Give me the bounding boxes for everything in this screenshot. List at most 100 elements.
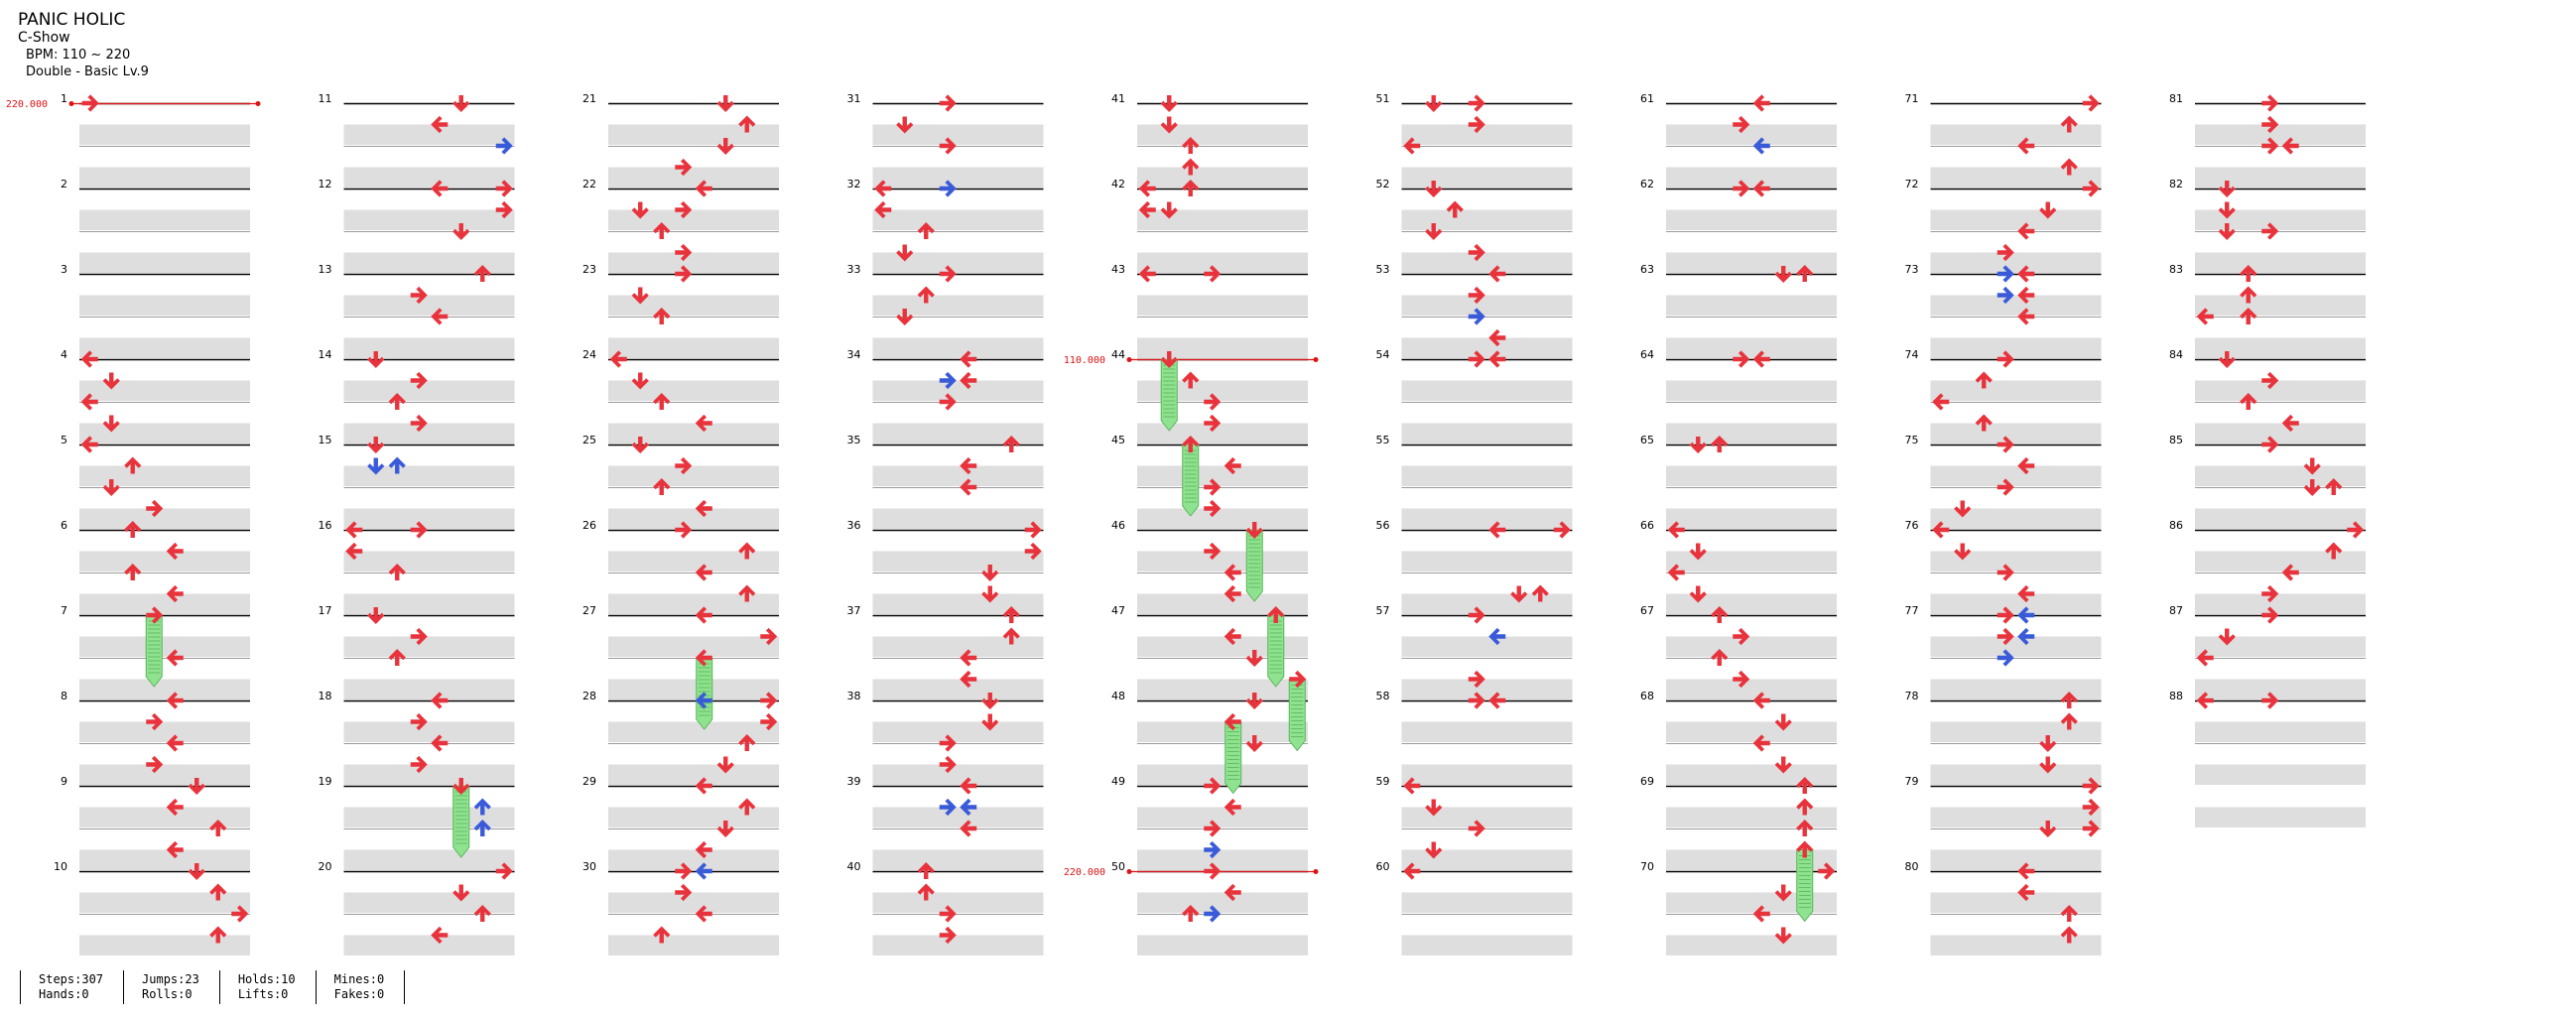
beat-stripe xyxy=(1666,252,1837,273)
measure-number: 27 xyxy=(582,604,596,617)
arrow-right-icon xyxy=(410,755,428,774)
measure-number: 74 xyxy=(1905,348,1919,361)
beat-stripe xyxy=(79,209,250,230)
arrow-down-icon xyxy=(631,287,649,305)
beat-stripe xyxy=(872,465,1044,486)
arrow-right-icon xyxy=(760,712,778,731)
measure-number: 71 xyxy=(1905,92,1919,105)
arrow-right-icon xyxy=(2261,94,2279,112)
beat-stripe xyxy=(1401,380,1573,401)
arrow-left-icon xyxy=(1488,627,1506,646)
beat-stripe xyxy=(1401,721,1573,742)
arrow-down-icon xyxy=(452,223,470,240)
beat-stripe xyxy=(608,935,779,955)
beat-stripe xyxy=(608,892,779,913)
arrow-down-icon xyxy=(2303,479,2321,496)
beat-stripe xyxy=(1666,423,1837,444)
arrow-left-icon xyxy=(2196,649,2214,667)
arrow-left-icon xyxy=(1138,265,1156,283)
beat-stripe xyxy=(608,167,779,188)
arrow-down-icon xyxy=(896,244,914,262)
arrow-right-icon xyxy=(1468,243,1485,262)
beat-stripe xyxy=(608,124,779,145)
bpm-change-dot xyxy=(1126,357,1132,362)
arrow-left-icon xyxy=(1224,798,1241,817)
beat-stripe xyxy=(79,380,250,401)
beat-stripe xyxy=(79,252,250,273)
arrow-left-icon xyxy=(2017,456,2035,475)
arrow-up-icon xyxy=(473,265,491,282)
arrow-left-icon xyxy=(431,308,449,325)
arrow-right-icon xyxy=(1204,265,1222,283)
arrow-right-icon xyxy=(1204,499,1222,518)
beat-stripe xyxy=(343,508,515,529)
arrow-left-icon xyxy=(1224,883,1241,902)
arrow-right-icon xyxy=(2261,222,2279,240)
measure-number: 61 xyxy=(1640,92,1654,105)
beat-stripe xyxy=(1930,380,2102,401)
arrow-up-icon xyxy=(473,798,491,816)
arrow-left-icon xyxy=(609,350,627,368)
arrow-down-icon xyxy=(716,138,734,155)
beat-stripe xyxy=(1666,337,1837,358)
measure-number: 72 xyxy=(1905,178,1919,190)
measure-number: 59 xyxy=(1376,775,1390,788)
arrow-left-icon xyxy=(1224,456,1241,475)
arrow-down-icon xyxy=(1954,500,1972,518)
beat-stripe xyxy=(1401,679,1573,699)
arrow-right-icon xyxy=(939,265,957,283)
arrow-left-icon xyxy=(2017,883,2035,902)
arrow-left-icon xyxy=(1752,734,1770,752)
arrow-up-icon xyxy=(209,926,227,944)
arrow-right-icon xyxy=(2261,436,2279,453)
measure-number: 30 xyxy=(582,860,596,873)
beat-stripe xyxy=(343,124,515,145)
measure-number: 14 xyxy=(319,348,332,361)
beat-stripe xyxy=(1401,593,1573,614)
measure-number: 62 xyxy=(1640,178,1654,190)
arrow-up-icon xyxy=(738,542,756,560)
arrow-left-icon xyxy=(2281,414,2299,433)
stats-group-end xyxy=(404,970,443,1004)
beat-stripe xyxy=(1666,508,1837,529)
beat-stripe xyxy=(1930,679,2102,699)
arrow-left-icon xyxy=(695,692,712,709)
stats-group: Steps:307 Hands:0 xyxy=(20,970,123,1004)
beat-stripe xyxy=(872,209,1044,230)
arrow-right-icon xyxy=(675,158,693,177)
hold-head-right-icon xyxy=(1289,670,1307,689)
measure-number: 50 xyxy=(1111,860,1125,873)
beat-stripe xyxy=(79,679,250,699)
arrow-left-icon xyxy=(1224,627,1241,646)
beat-stripe xyxy=(79,849,250,870)
arrow-down-icon xyxy=(716,821,734,837)
arrow-right-icon xyxy=(2082,180,2100,197)
arrow-right-icon xyxy=(1024,542,1042,561)
measure-number: 56 xyxy=(1376,519,1390,532)
beat-stripe xyxy=(1930,849,2102,870)
measure-number: 54 xyxy=(1376,348,1390,361)
arrow-left-icon xyxy=(1403,777,1421,795)
beat-stripe xyxy=(2195,465,2366,486)
arrow-up-icon xyxy=(2060,692,2078,708)
arrow-left-icon xyxy=(2017,862,2035,880)
arrow-right-icon xyxy=(1733,350,1750,368)
measure-number: 64 xyxy=(1640,348,1654,361)
arrow-right-icon xyxy=(2082,798,2100,817)
arrow-left-icon xyxy=(345,542,363,561)
beat-stripe xyxy=(2195,508,2366,529)
measure-number: 84 xyxy=(2169,348,2183,361)
arrow-right-icon xyxy=(1024,521,1042,539)
beat-stripe xyxy=(1930,124,2102,145)
arrow-right-icon xyxy=(495,180,513,197)
arrow-left-icon xyxy=(166,542,184,561)
beat-stripe xyxy=(343,465,515,486)
arrow-up-icon xyxy=(653,478,671,495)
arrow-up-icon xyxy=(917,862,935,879)
hold-head-left-icon xyxy=(695,649,712,667)
beat-stripe xyxy=(79,935,250,955)
arrow-left-icon xyxy=(431,692,449,709)
arrow-up-icon xyxy=(917,286,935,304)
beat-stripe xyxy=(608,508,779,529)
arrow-left-icon xyxy=(695,777,712,795)
